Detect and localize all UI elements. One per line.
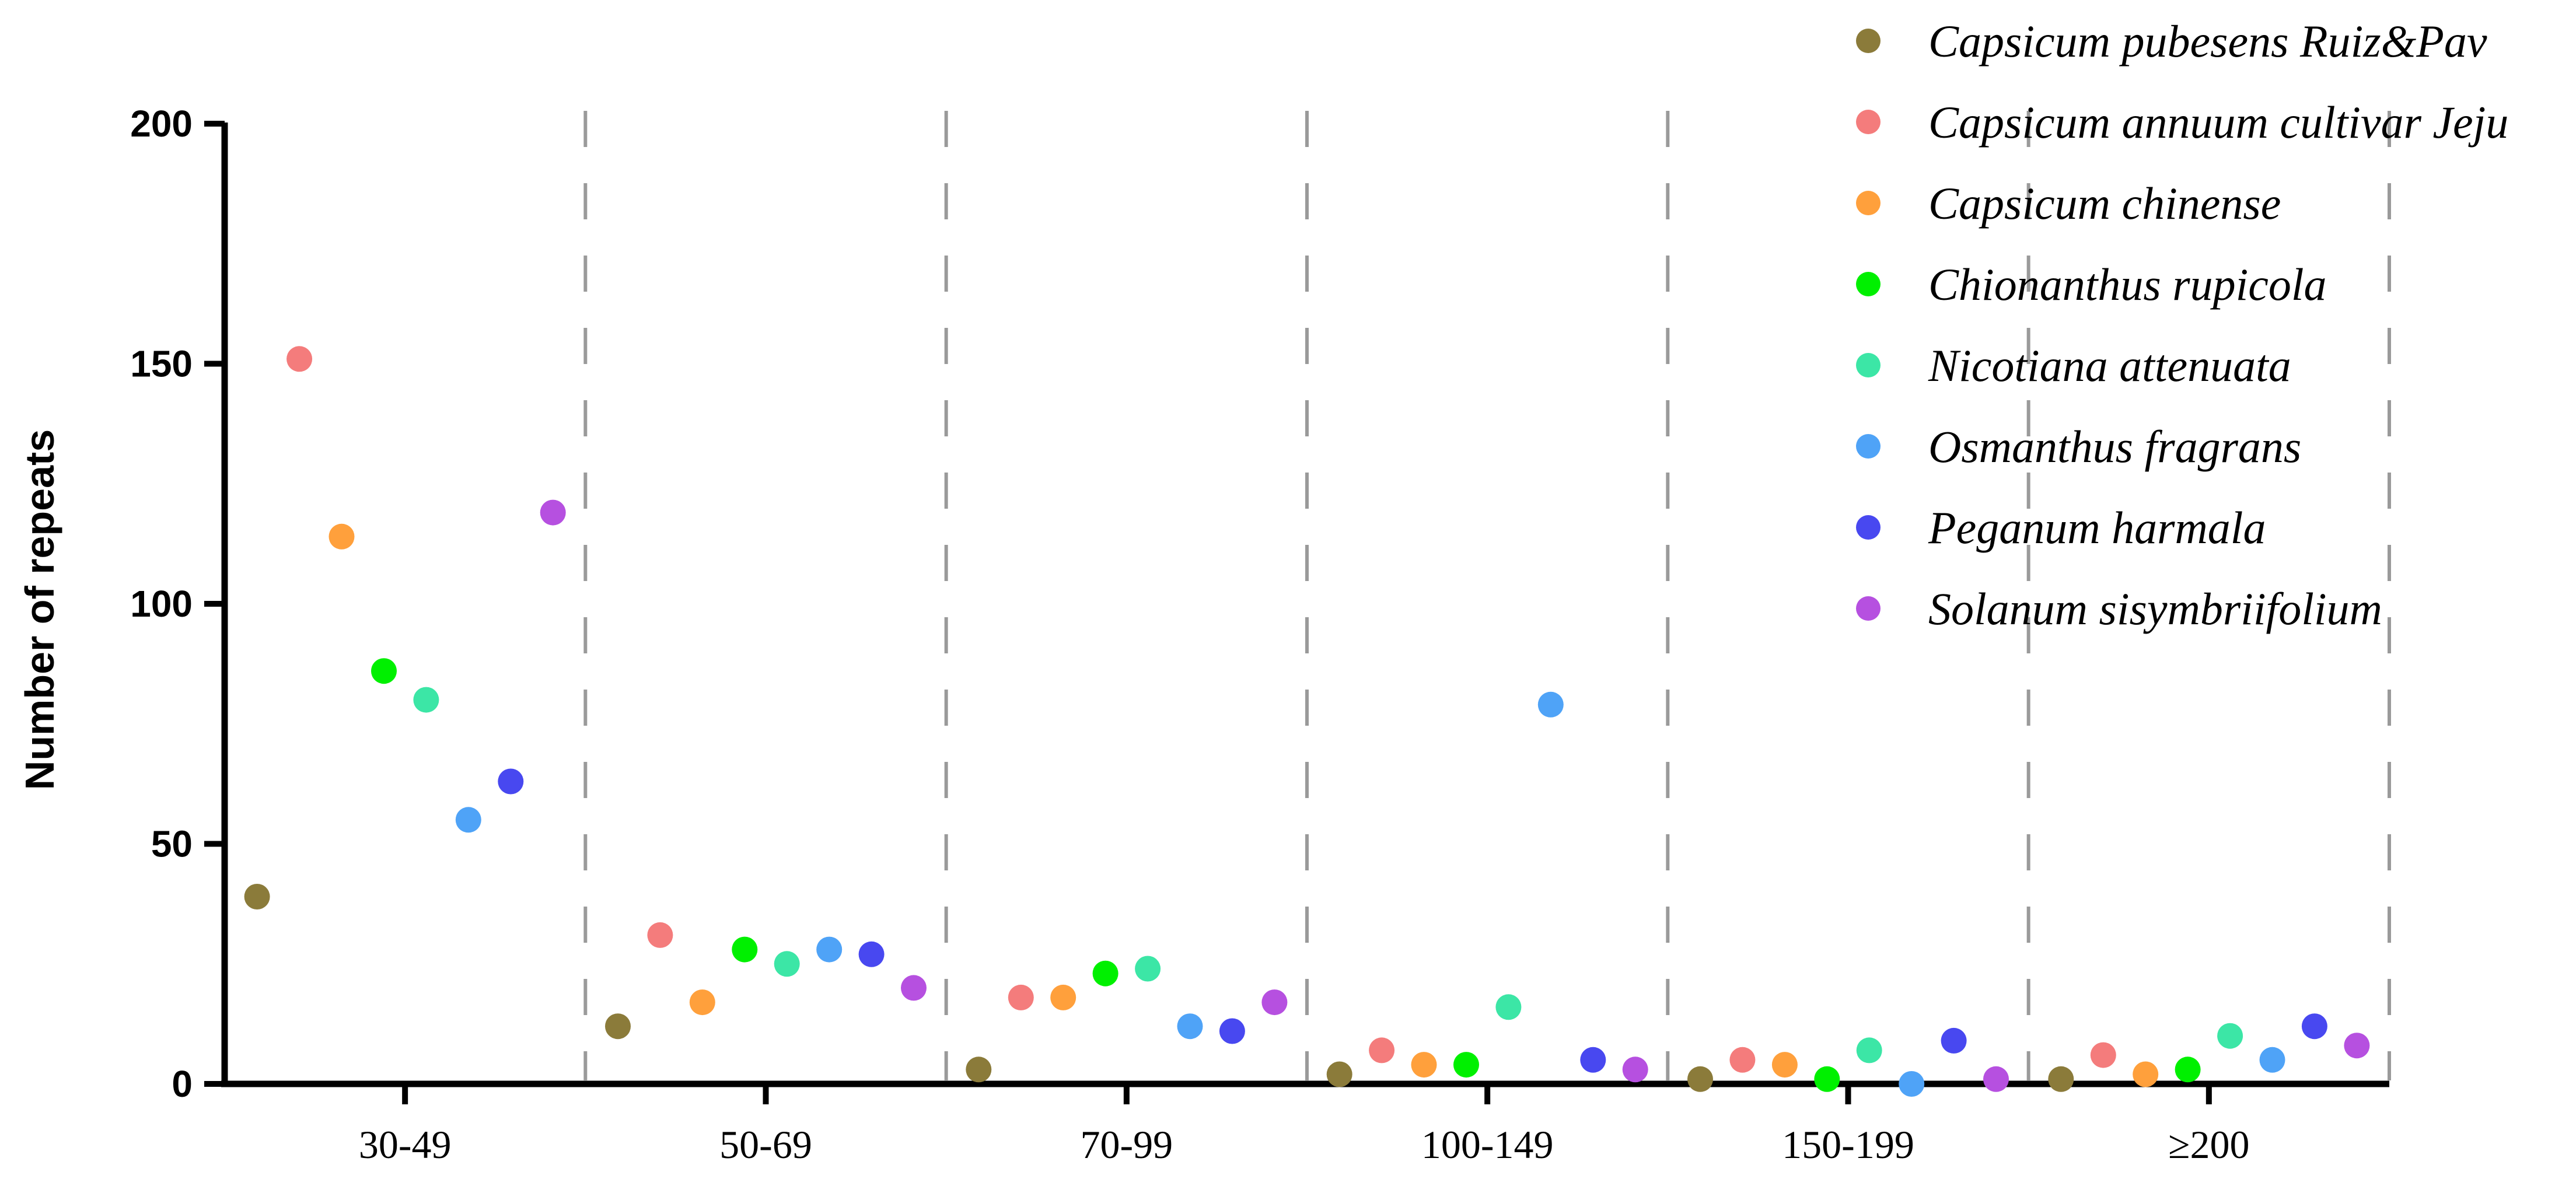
data-point	[1771, 1052, 1798, 1078]
data-point	[498, 768, 524, 795]
data-point	[732, 936, 758, 963]
legend-label: Chionanthus rupicola	[1928, 259, 2327, 310]
data-point	[1580, 1047, 1606, 1073]
data-point	[540, 499, 566, 526]
data-point	[1814, 1066, 1840, 1092]
data-point	[1622, 1056, 1648, 1083]
legend-marker	[1856, 191, 1881, 215]
data-point	[1983, 1066, 2009, 1092]
data-point	[1687, 1066, 1713, 1092]
data-point	[774, 951, 800, 977]
legend-label: Capsicum chinense	[1928, 178, 2281, 229]
data-point	[2048, 1066, 2074, 1092]
data-point	[2175, 1056, 2201, 1083]
legend-marker	[1856, 596, 1881, 621]
data-point	[816, 936, 843, 963]
data-point	[966, 1056, 992, 1083]
data-point	[689, 989, 715, 1016]
data-point	[244, 884, 270, 909]
data-point	[858, 941, 885, 967]
legend-marker	[1856, 353, 1881, 377]
y-tick-label: 100	[130, 583, 193, 625]
legend-marker	[1856, 110, 1881, 134]
legend-marker	[1856, 272, 1881, 296]
x-tick-label: ≥200	[2168, 1122, 2249, 1167]
data-point	[1941, 1027, 1967, 1054]
legend-label: Nicotiana attenuata	[1928, 340, 2291, 391]
y-tick-label: 0	[172, 1063, 193, 1105]
y-tick-label: 50	[151, 823, 193, 865]
x-tick-label: 100-149	[1421, 1122, 1554, 1167]
data-point	[1453, 1052, 1479, 1078]
data-point	[2301, 1013, 2327, 1040]
data-point	[901, 975, 927, 1001]
data-point	[1537, 691, 1564, 718]
data-point	[286, 346, 313, 372]
x-tick-label: 50-69	[719, 1122, 812, 1167]
x-tick-label: 150-199	[1782, 1122, 1914, 1167]
data-point	[2217, 1023, 2243, 1049]
data-point	[1261, 989, 1288, 1016]
data-points	[244, 346, 2370, 1097]
data-point	[1856, 1037, 1882, 1063]
data-point	[2259, 1047, 2285, 1073]
x-tick-label: 70-99	[1081, 1122, 1173, 1167]
data-point	[647, 922, 673, 948]
data-point	[1411, 1052, 1437, 1078]
data-point	[1219, 1018, 1245, 1044]
legend-marker	[1856, 434, 1881, 459]
data-point	[605, 1013, 631, 1040]
y-tick-label: 150	[130, 343, 193, 385]
y-tick-label: 200	[130, 103, 193, 145]
data-point	[1899, 1071, 1925, 1097]
legend-label: Capsicum annuum cultivar Jeju	[1928, 97, 2508, 148]
data-point	[371, 658, 397, 684]
legend-label: Osmanthus fragrans	[1928, 421, 2301, 472]
legend-label: Solanum sisymbriifolium	[1928, 583, 2382, 634]
data-point	[1050, 984, 1076, 1010]
legend-marker	[1856, 29, 1881, 53]
legend-marker	[1856, 515, 1881, 540]
data-point	[2344, 1033, 2370, 1059]
data-point	[2090, 1042, 2116, 1068]
data-point	[1729, 1047, 1756, 1073]
data-point	[1177, 1013, 1203, 1040]
data-point	[455, 807, 481, 833]
y-ticks: 0 50 100 150 200	[130, 103, 225, 1105]
data-point	[2133, 1061, 2159, 1087]
data-point	[328, 523, 355, 550]
x-tick-label: 30-49	[359, 1122, 452, 1167]
category-separators	[583, 111, 2391, 1080]
data-point	[1008, 984, 1034, 1010]
x-ticks: 30-49 50-69 70-99 100-149 150-199 ≥200	[359, 1084, 2249, 1167]
legend: Capsicum pubesens Ruiz&Pav Capsicum annuu…	[1856, 16, 2508, 634]
legend-label: Capsicum pubesens Ruiz&Pav	[1928, 16, 2487, 67]
data-point	[1135, 956, 1161, 982]
data-point	[1495, 994, 1522, 1020]
y-axis-label: Number of repeats	[17, 429, 62, 790]
data-point	[1326, 1061, 1352, 1087]
data-point	[1092, 960, 1119, 986]
data-point	[1369, 1037, 1395, 1063]
legend-label: Peganum harmala	[1928, 502, 2266, 553]
data-point	[413, 687, 439, 713]
